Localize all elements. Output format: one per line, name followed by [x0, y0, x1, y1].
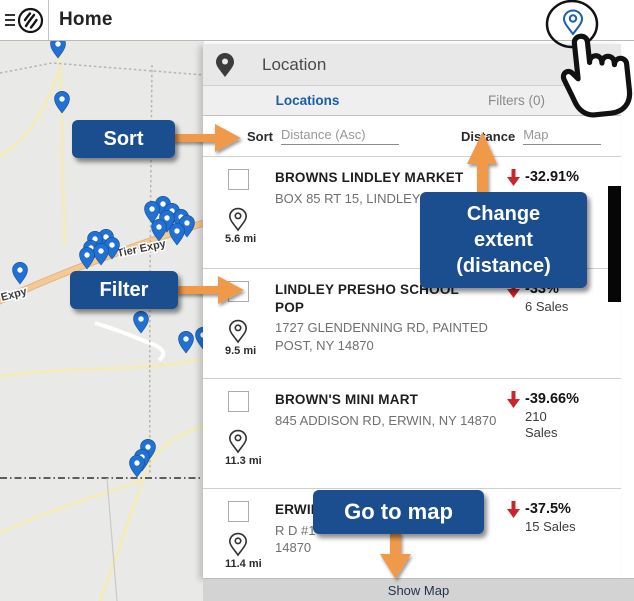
item-address: 1727 GLENDENNING RD, PAINTED POST, NY 14…	[275, 320, 488, 353]
app-brand[interactable]	[0, 0, 49, 40]
distance-pin-icon	[228, 207, 248, 232]
location-widget-button[interactable]	[552, 3, 594, 41]
item-checkbox[interactable]	[228, 391, 249, 412]
item-address: R D #1 14870	[275, 522, 316, 556]
callout-filter: Filter	[70, 271, 178, 309]
tab-locations[interactable]: Locations	[275, 93, 340, 108]
location-pin-icon	[562, 8, 584, 36]
location-list-item[interactable]: 11.3 mi BROWN'S MINI MART 845 ADDISON RD…	[203, 378, 621, 488]
item-distance: 9.5 mi	[225, 345, 257, 357]
page-title: Home	[59, 9, 113, 30]
item-checkbox[interactable]	[228, 281, 249, 302]
trend-down-icon	[507, 281, 520, 298]
distance-select[interactable]: Map	[523, 127, 601, 145]
trend-down-icon	[507, 501, 520, 518]
tab-filters[interactable]: Filters (0)	[488, 93, 545, 108]
item-sales: 210 Sales	[525, 409, 558, 441]
item-sales: 6 Sales	[525, 299, 569, 314]
item-name: BROWNS LINDLEY MARKET	[275, 170, 464, 185]
item-change-percent: -32.91%	[525, 169, 580, 185]
item-checkbox[interactable]	[228, 501, 249, 522]
sort-controls-row: Sort Distance (Asc) Distance Map	[203, 116, 621, 156]
panel-pin-icon	[216, 52, 234, 77]
show-map-bar[interactable]: Show Map	[203, 578, 634, 601]
callout-sort: Sort	[72, 120, 175, 158]
item-name: BROWN'S MINI MART	[275, 392, 419, 407]
top-app-bar: Home	[0, 0, 634, 41]
panel-tabs: Locations Filters (0)	[203, 86, 621, 116]
panel-header: Location	[203, 44, 621, 86]
distance-label: Distance	[461, 128, 516, 144]
item-change-percent: -37.5%	[525, 501, 571, 517]
item-distance: 5.6 mi	[225, 233, 257, 245]
show-map-link[interactable]: Show Map	[387, 582, 450, 598]
distance-pin-icon	[228, 532, 248, 557]
panel-title: Location	[262, 54, 327, 74]
company-logo-icon	[17, 7, 43, 33]
item-sales: 15 Sales	[525, 519, 576, 534]
panel-scrollbar[interactable]	[608, 186, 621, 302]
item-checkbox[interactable]	[228, 169, 249, 190]
item-distance: 11.4 mi	[225, 558, 262, 570]
item-distance: 11.3 mi	[225, 455, 262, 467]
item-change-percent: -39.66%	[525, 391, 580, 407]
item-name: ERWIN	[275, 502, 321, 517]
item-address: 845 ADDISON RD, ERWIN, NY 14870	[275, 412, 497, 428]
trend-down-icon	[507, 169, 520, 186]
sort-select[interactable]: Distance (Asc)	[281, 127, 399, 145]
callout-change-extent: Change extent (distance)	[420, 192, 587, 288]
sort-label: Sort	[247, 128, 273, 144]
hamburger-menu-icon[interactable]	[4, 12, 15, 28]
distance-pin-icon	[228, 319, 248, 344]
location-list-item[interactable]: 9.5 mi LINDLEY PRESHO SCHOOL POP 1727 GL…	[203, 268, 621, 378]
callout-go-to-map: Go to map	[313, 490, 484, 534]
distance-pin-icon	[228, 429, 248, 454]
trend-down-icon	[507, 391, 520, 408]
